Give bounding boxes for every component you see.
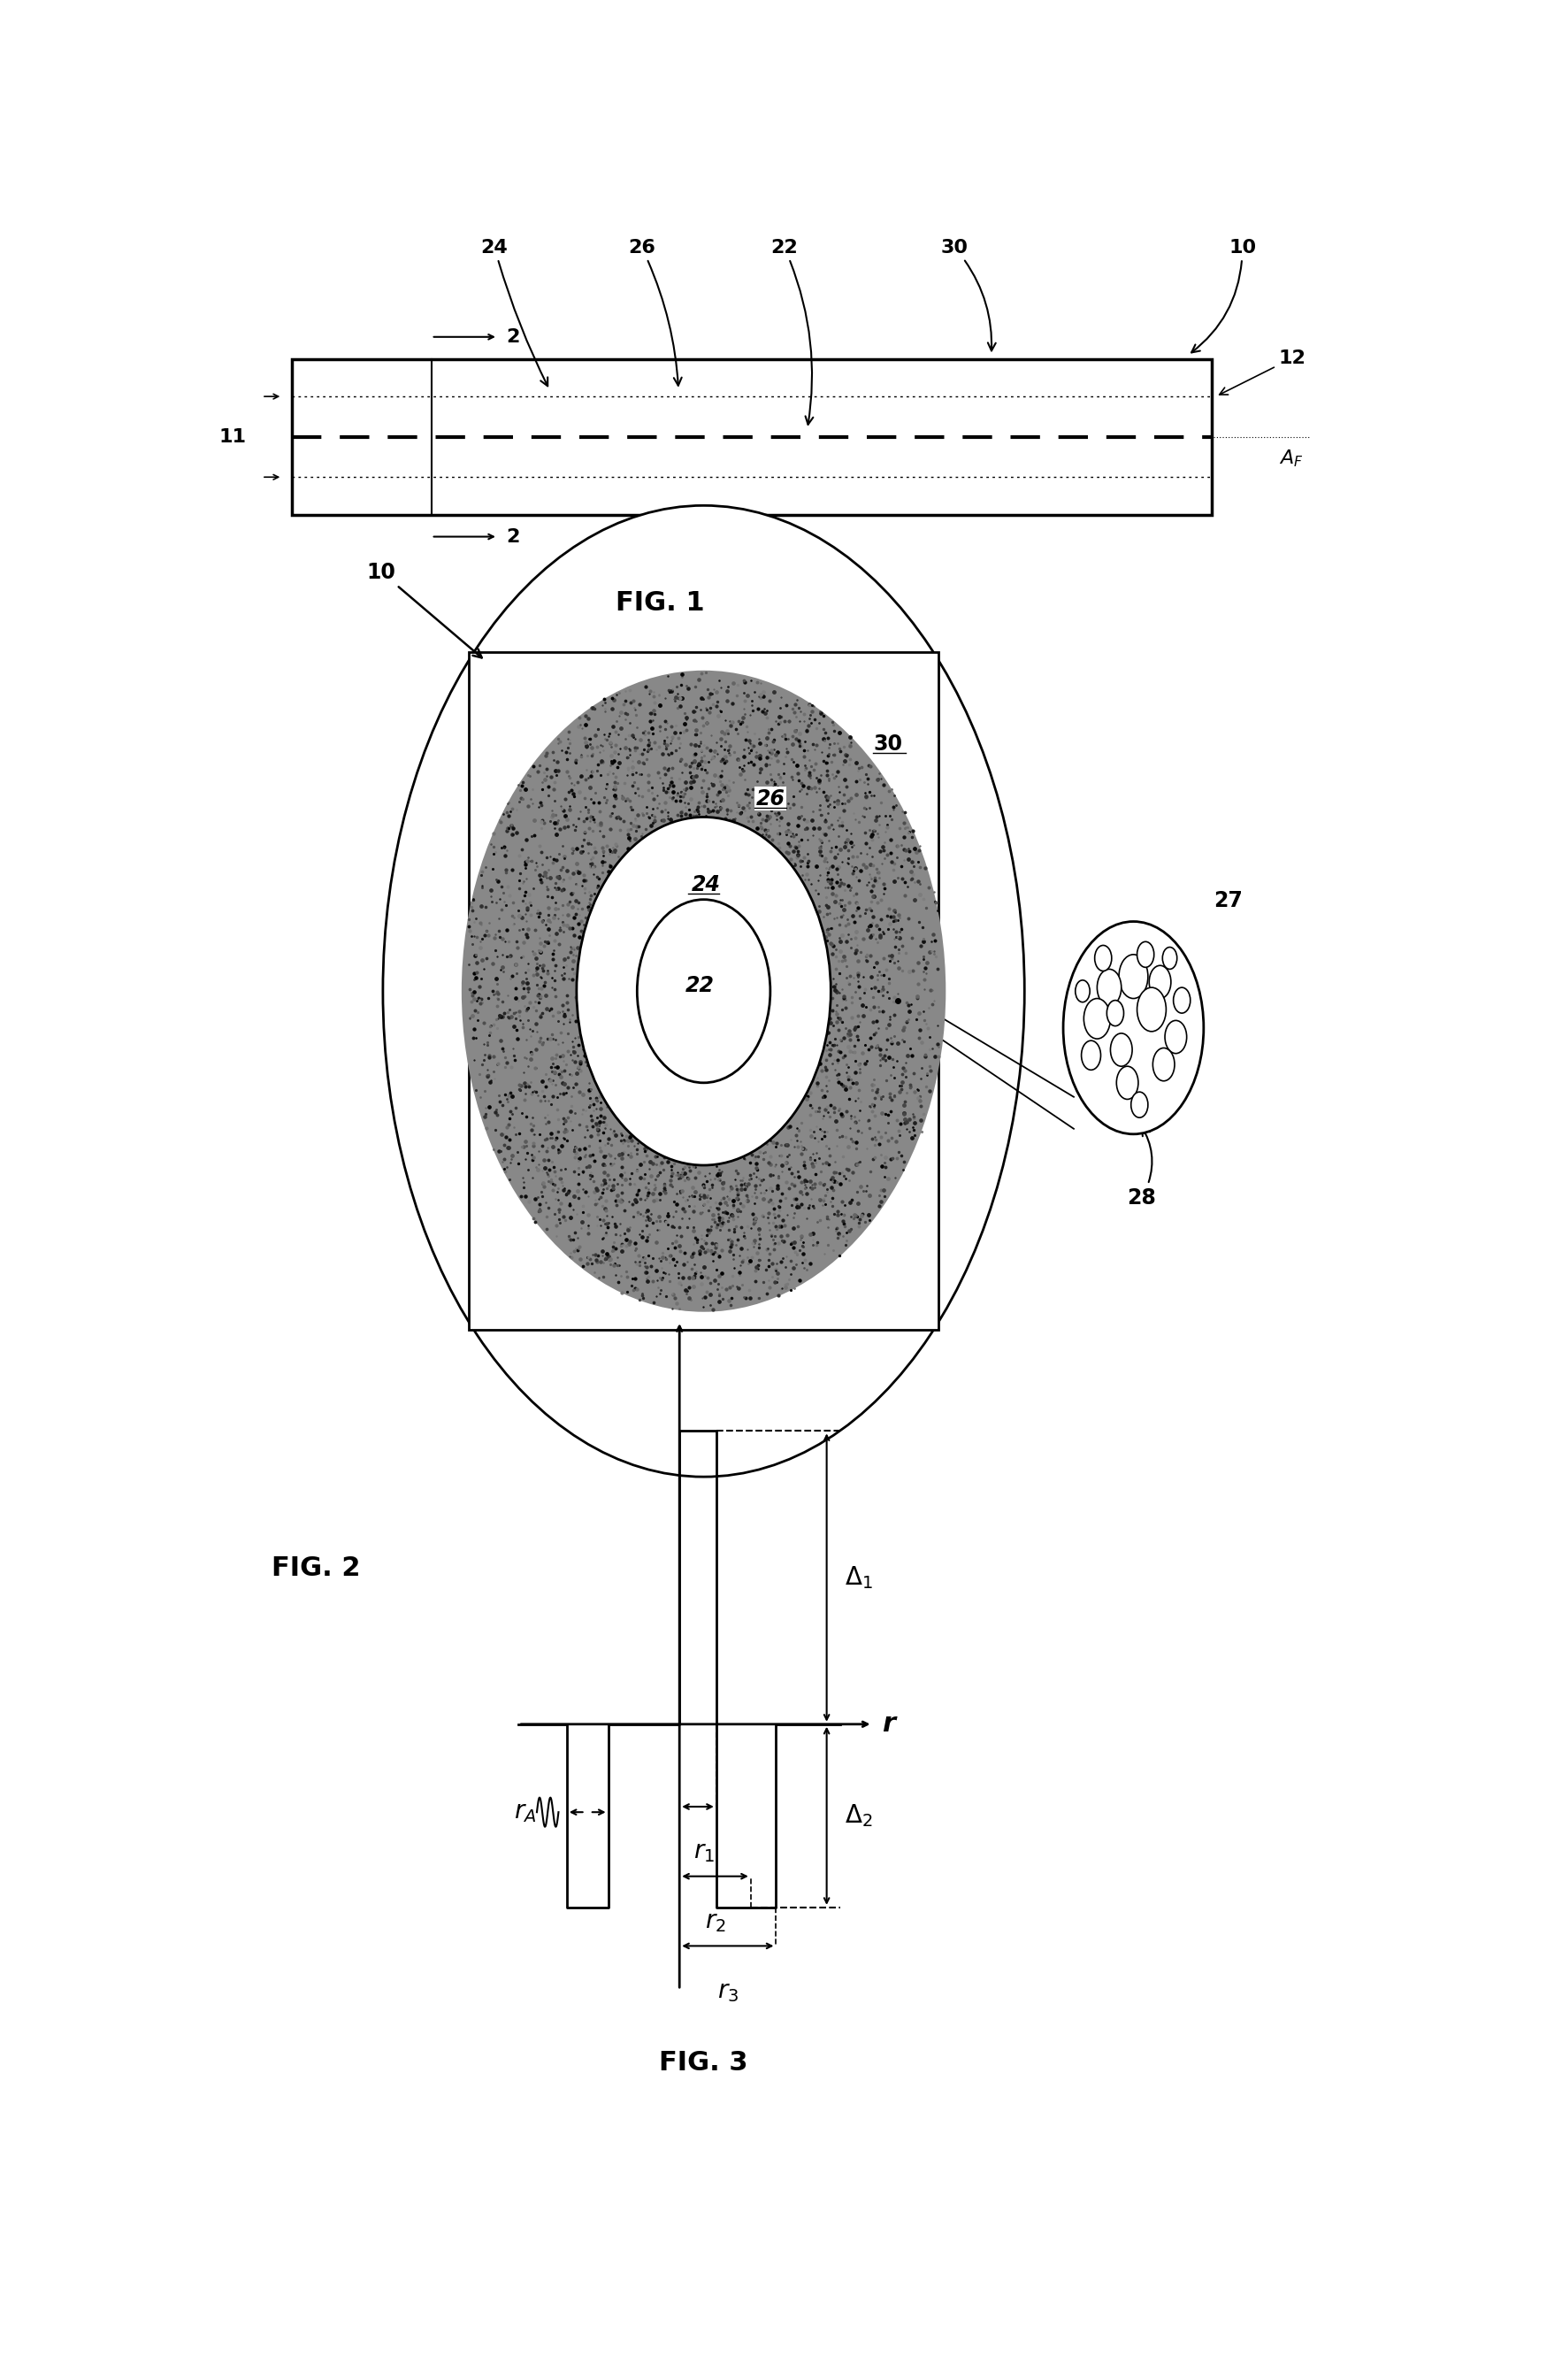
Text: 26: 26 [628, 238, 681, 386]
Text: FIG. 3: FIG. 3 [659, 2052, 748, 2075]
Bar [469, 652, 939, 1330]
Circle shape [1165, 1021, 1187, 1054]
Circle shape [1117, 1066, 1139, 1100]
Text: 27: 27 [1214, 890, 1242, 912]
Text: $A_F$: $A_F$ [1279, 447, 1303, 469]
Circle shape [1162, 947, 1178, 969]
Text: $r_3$: $r_3$ [717, 1978, 739, 2004]
Circle shape [1095, 945, 1112, 971]
Circle shape [1137, 942, 1154, 966]
Circle shape [1107, 1000, 1123, 1026]
Circle shape [1081, 1040, 1101, 1071]
Text: FIG. 2: FIG. 2 [272, 1557, 361, 1580]
Text: 22: 22 [686, 976, 715, 997]
Circle shape [1173, 988, 1190, 1014]
Text: $r_A$: $r_A$ [514, 1799, 537, 1825]
Text: 2: 2 [506, 328, 520, 345]
Circle shape [1131, 1092, 1148, 1119]
Text: 2: 2 [506, 528, 520, 545]
Text: 24: 24 [692, 873, 720, 895]
Circle shape [1075, 981, 1090, 1002]
Text: 26: 26 [756, 788, 784, 809]
Text: $\Delta_1$: $\Delta_1$ [845, 1564, 873, 1590]
Text: 28: 28 [1128, 1128, 1156, 1209]
Circle shape [1150, 966, 1172, 1000]
Text: $r_2$: $r_2$ [704, 1909, 726, 1935]
Ellipse shape [462, 671, 947, 1311]
Circle shape [1097, 969, 1122, 1007]
Ellipse shape [637, 900, 770, 1083]
Text: 30: 30 [873, 733, 903, 754]
Circle shape [1064, 921, 1204, 1135]
Text: 11: 11 [219, 428, 247, 445]
Text: 22: 22 [770, 238, 814, 424]
Text: FIG. 1: FIG. 1 [615, 590, 704, 616]
Bar [292, 359, 1212, 514]
Text: 10: 10 [1192, 238, 1256, 352]
Circle shape [1084, 1000, 1111, 1038]
Text: $r_1$: $r_1$ [694, 1840, 714, 1864]
Text: r: r [883, 1711, 895, 1737]
Circle shape [1118, 954, 1148, 1000]
Circle shape [1111, 1033, 1132, 1066]
Circle shape [1137, 988, 1167, 1031]
Circle shape [383, 505, 1025, 1476]
Text: 12: 12 [1220, 350, 1306, 395]
Text: 10: 10 [367, 562, 481, 657]
Text: 30: 30 [940, 238, 995, 350]
Ellipse shape [576, 816, 831, 1166]
Circle shape [1153, 1047, 1175, 1081]
Text: $\Delta_2$: $\Delta_2$ [845, 1802, 873, 1828]
Text: 24: 24 [481, 238, 548, 386]
Text: $\Delta$: $\Delta$ [681, 1269, 701, 1295]
